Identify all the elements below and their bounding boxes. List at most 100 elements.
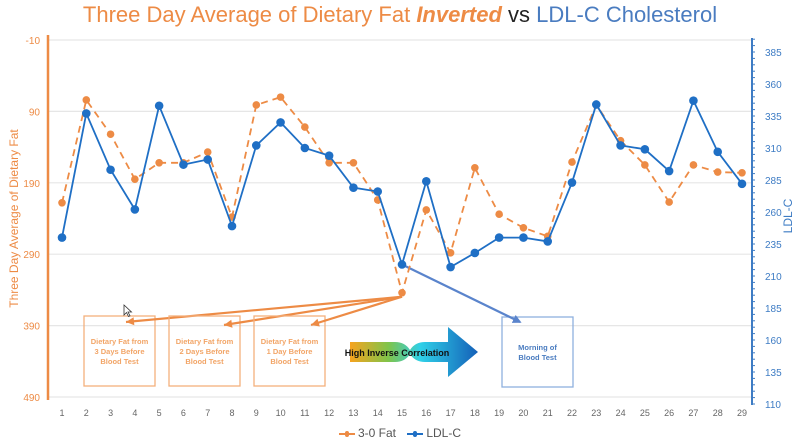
orange-arrowhead: [311, 318, 320, 327]
correlation-arrow-shape: [350, 327, 478, 377]
fat-point-day-12: [325, 159, 333, 167]
x-tick-label: 25: [640, 408, 650, 418]
axes: -10 90 190 290 390 490 Three Day Average of Di…: [7, 35, 795, 418]
fat-point-day-5: [155, 159, 163, 167]
fat-box-text: Dietary Fat from: [261, 337, 319, 346]
right-tick-label: 235: [765, 240, 782, 251]
x-tick-label: 4: [132, 408, 137, 418]
title-part-fat: Three Day Average of Dietary Fat: [82, 2, 417, 27]
ldl-point-day-21: [543, 237, 553, 246]
fat-point-day-28: [713, 168, 722, 176]
right-tick-label: 360: [765, 80, 782, 91]
x-tick-label: 14: [373, 408, 383, 418]
legend-item-fat[interactable]: 3-0 Fat: [338, 426, 396, 440]
ldl-point-day-13: [349, 183, 358, 192]
ldl-point-day-6: [179, 160, 188, 169]
ldl-point-day-4: [130, 205, 140, 214]
left-tick-label: 390: [23, 322, 40, 333]
right-tick-label: 210: [765, 272, 782, 283]
x-tick-label: 8: [229, 408, 234, 418]
fat-point-day-18: [471, 164, 479, 172]
x-tick-label: 11: [300, 408, 309, 418]
fat-point-day-10: [276, 93, 285, 101]
fat-point-day-11: [301, 123, 309, 131]
fat-box-text: Blood Test: [185, 357, 224, 366]
x-tick-label: 1: [59, 408, 64, 418]
ldl-point-day-8: [227, 221, 237, 231]
fat-box-1-days: [253, 315, 326, 387]
fat-box-text: Blood Test: [100, 357, 139, 366]
ldl-point-day-15: [397, 260, 407, 269]
left-axis-title: Three Day Average of Dietary Fat: [7, 129, 21, 308]
ldl-point-day-25: [640, 144, 650, 154]
ldl-point-day-11: [300, 143, 310, 153]
fat-point-day-25: [641, 161, 649, 169]
fat-box-text: Dietary Fat from: [176, 337, 234, 346]
morning-box-text: Morning of: [518, 343, 557, 352]
legend-swatch-ldl: [407, 430, 424, 437]
x-tick-label: 28: [713, 408, 723, 418]
x-tick-label: 17: [446, 408, 456, 418]
x-tick-label: 6: [181, 408, 186, 418]
correlation-arrow: High Inverse Correlation: [345, 327, 478, 377]
correlation-arrow-label: High Inverse Correlation: [345, 348, 450, 358]
ldl-point-day-1: [57, 233, 67, 242]
fat-point-day-2: [82, 96, 91, 104]
chart-title: Three Day Average of Dietary Fat Inverte…: [0, 2, 800, 28]
ldl-point-day-27: [689, 96, 698, 105]
right-tick-label: 135: [765, 368, 782, 379]
ldl-point-day-2: [81, 109, 91, 118]
fat-point-day-17: [446, 248, 455, 257]
x-tick-label: 20: [518, 408, 528, 418]
fat-box-3-days: [83, 315, 156, 387]
x-tick-label: 22: [567, 408, 577, 418]
fat-point-day-7: [203, 148, 212, 156]
fat-point-day-1: [58, 198, 66, 207]
ldl-point-day-28: [713, 147, 723, 157]
x-tick-label: 24: [616, 408, 626, 418]
x-tick-label: 12: [324, 408, 334, 418]
fat-point-day-9: [252, 101, 261, 109]
fat-box-text: 2 Days Before: [179, 347, 229, 356]
x-tick-label: 15: [397, 408, 407, 418]
right-tick-label: 185: [765, 304, 782, 315]
morning-box: [501, 316, 574, 388]
ldl-point-day-17: [446, 262, 455, 272]
x-tick-label: 13: [348, 408, 358, 418]
fat-point-day-29: [738, 169, 746, 177]
ldl-point-day-20: [519, 233, 528, 242]
ldl-point-day-16: [421, 176, 431, 186]
ldl-point-day-24: [616, 141, 625, 150]
fat-box-text: Blood Test: [270, 357, 309, 366]
fat-box-text: 3 Days Before: [94, 347, 144, 356]
ldl-point-day-29: [737, 179, 747, 189]
left-tick-label: 190: [23, 179, 40, 190]
orange-arrowhead: [224, 319, 233, 328]
series-line-ldl: [61, 98, 743, 269]
ldl-point-day-19: [494, 233, 504, 242]
x-tick-label: 16: [421, 408, 431, 418]
ldl-point-day-12: [324, 151, 334, 160]
orange-arrow: [310, 295, 403, 327]
fat-point-day-3: [106, 130, 115, 139]
ldl-point-day-9: [251, 141, 261, 150]
fat-point-day-20: [519, 223, 528, 232]
legend-item-ldl[interactable]: LDL-C: [407, 426, 461, 440]
legend-label-ldl: LDL-C: [426, 426, 462, 440]
fat-point-day-27: [689, 161, 698, 169]
blue-arrow: [401, 263, 522, 323]
ldl-point-day-26: [664, 166, 674, 176]
x-tick-label: 27: [688, 408, 698, 418]
x-tick-label: 18: [470, 408, 480, 418]
legend-swatch-fat: [338, 430, 355, 437]
left-tick-label: 490: [23, 393, 40, 404]
fat-box-2-days: [168, 315, 241, 387]
title-part-vs: vs: [501, 2, 537, 27]
right-tick-label: 110: [765, 400, 781, 411]
title-part-inverted: Inverted: [416, 2, 502, 27]
ldl-point-day-23: [591, 100, 601, 109]
right-tick-label: 385: [765, 48, 782, 59]
x-tick-label: 19: [494, 408, 504, 418]
